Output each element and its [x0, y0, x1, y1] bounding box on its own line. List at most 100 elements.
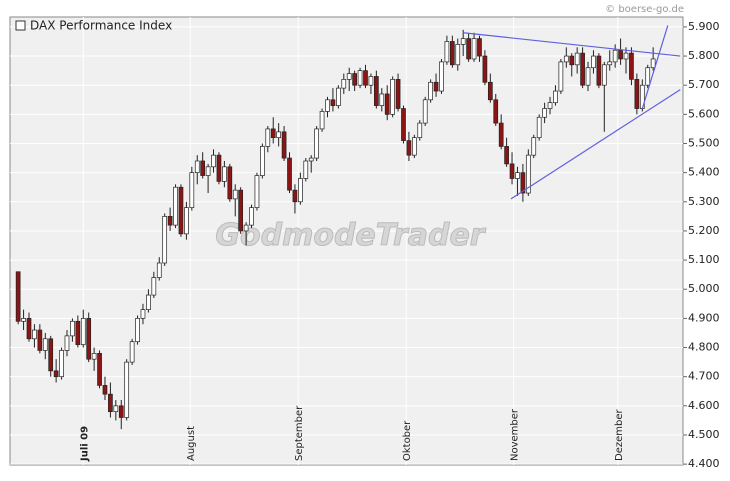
candle-body	[406, 140, 412, 156]
candle-body	[536, 116, 542, 139]
chart-title: DAX Performance Index	[30, 19, 172, 33]
watermark: GodmodeTrader	[215, 218, 486, 253]
candle-body	[64, 335, 70, 351]
candle-body	[227, 166, 233, 200]
candle-body	[612, 49, 618, 63]
candle-body	[281, 131, 287, 159]
candle-body	[330, 99, 336, 106]
candle-body	[194, 160, 200, 173]
candle-body	[292, 189, 298, 203]
candle-body	[75, 320, 81, 345]
y-tick-label: 5.100	[688, 253, 720, 266]
candle-body	[482, 55, 488, 83]
candle-body	[650, 58, 656, 69]
candle-body	[167, 216, 173, 226]
y-tick-label: 5.600	[688, 107, 720, 120]
candle-body	[368, 76, 374, 86]
candle-body	[390, 79, 395, 115]
candle-body	[352, 73, 357, 86]
candle-body	[200, 160, 206, 176]
candle-body	[379, 93, 385, 106]
trendline	[641, 25, 669, 109]
candle-body	[129, 341, 135, 363]
y-tick-label: 4.900	[688, 311, 720, 324]
candle-body	[113, 405, 119, 413]
candle-body	[553, 90, 558, 104]
candle-body	[303, 160, 309, 179]
candle-body	[135, 318, 140, 343]
candle-body	[346, 73, 352, 80]
candle-body	[97, 353, 102, 386]
candle-body	[53, 370, 59, 378]
y-tick-label: 4.700	[688, 370, 720, 383]
x-tick-label: August	[186, 426, 197, 461]
grid	[10, 17, 683, 465]
candle-body	[151, 277, 157, 296]
candle-body	[156, 262, 162, 278]
y-tick-label: 4.600	[688, 399, 720, 412]
candle-body	[444, 41, 450, 63]
candle-body	[384, 93, 390, 115]
candle-body	[254, 175, 260, 208]
candle-body	[336, 87, 341, 106]
y-tick-label: 5.500	[688, 137, 720, 150]
candle-body	[569, 55, 575, 66]
candle-body	[395, 79, 401, 109]
candle-body	[238, 189, 244, 232]
candle-body	[542, 108, 547, 118]
candle-body	[314, 128, 319, 159]
candle-body	[325, 99, 330, 112]
candle-body	[265, 128, 271, 147]
candle-body	[471, 38, 477, 60]
candle-body	[232, 189, 238, 200]
plot-area	[9, 16, 684, 466]
candle-body	[48, 338, 54, 372]
candle-body	[618, 49, 623, 60]
candle-body	[319, 111, 325, 130]
candle-body	[178, 186, 184, 235]
y-tick-label: 4.800	[688, 341, 720, 354]
y-tick-label: 5.800	[688, 49, 720, 62]
candle-body	[547, 102, 553, 109]
candle-body	[308, 157, 314, 162]
candle-body	[341, 79, 347, 89]
candle-body	[260, 146, 265, 176]
candle-body	[580, 52, 585, 86]
candle-body	[607, 61, 613, 66]
candle-body	[91, 353, 97, 360]
candle-body	[357, 70, 363, 86]
candle-body	[59, 350, 64, 378]
candle-body	[189, 172, 195, 208]
candle-body	[363, 70, 368, 86]
candle-body	[140, 309, 146, 319]
candle-body	[498, 122, 504, 147]
candle-body	[487, 81, 493, 101]
candle-body	[243, 224, 249, 232]
candle-body	[205, 166, 211, 176]
candle-body	[401, 108, 406, 141]
candle-body	[15, 271, 21, 322]
candle-body	[70, 320, 75, 337]
candle-body	[102, 385, 108, 395]
candle-body	[32, 329, 37, 340]
candle-body	[374, 76, 379, 106]
x-tick-label: September	[294, 405, 305, 461]
y-tick-label: 4.500	[688, 428, 720, 441]
candle-body	[645, 67, 651, 86]
candle-body	[26, 318, 32, 340]
candle-body	[585, 67, 591, 86]
candle-body	[520, 172, 526, 194]
x-tick-label: Juli 09	[79, 426, 90, 462]
candle-body	[455, 44, 461, 66]
candle-body	[428, 81, 433, 101]
legend-box	[15, 20, 26, 31]
candle-body	[146, 294, 151, 310]
candle-body	[531, 137, 537, 156]
candle-body	[37, 329, 43, 351]
candle-body	[124, 361, 130, 418]
candle-body	[466, 38, 471, 60]
candle-body	[216, 154, 222, 182]
y-tick-label: 5.200	[688, 224, 720, 237]
candle-body	[422, 99, 428, 124]
candle-body	[439, 61, 444, 92]
